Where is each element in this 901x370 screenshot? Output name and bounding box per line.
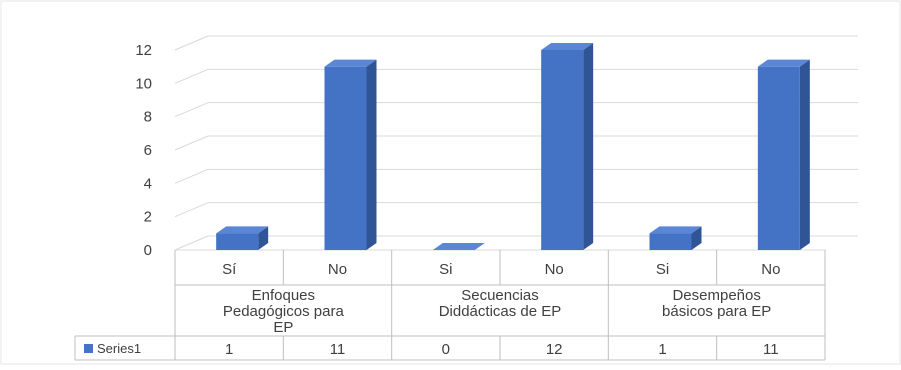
gridline-side xyxy=(174,168,209,184)
y-tick-label: 4 xyxy=(144,175,152,192)
y-tick-label: 6 xyxy=(144,142,152,159)
group-label: básicos para EP xyxy=(662,303,771,320)
x-tick-label: No xyxy=(328,261,347,278)
bar-top xyxy=(649,226,702,234)
data-table-value: 12 xyxy=(546,341,563,358)
bar-side xyxy=(799,59,810,250)
bar xyxy=(757,66,800,251)
y-tick-label: 0 xyxy=(144,242,152,259)
group-label: Pedagógicos para xyxy=(223,303,345,320)
group-label: EP xyxy=(273,319,293,336)
x-tick-label: Si xyxy=(439,261,452,278)
bar-top xyxy=(432,243,485,250)
legend-series-name: Series1 xyxy=(97,341,141,356)
bar xyxy=(541,50,584,250)
group-label: Enfoques xyxy=(252,287,315,304)
x-tick-label: No xyxy=(545,261,564,278)
bar-side xyxy=(366,59,377,250)
y-tick-label: 2 xyxy=(144,209,152,226)
x-tick-label: Sí xyxy=(222,261,237,278)
data-table-value: 1 xyxy=(658,341,666,358)
data-table-value: 11 xyxy=(763,341,779,358)
group-label: Desempeños xyxy=(672,287,760,304)
bar-top xyxy=(757,59,810,67)
bar xyxy=(649,233,692,250)
bar xyxy=(216,233,259,250)
y-tick-label: 10 xyxy=(135,75,152,92)
bar-side xyxy=(258,226,269,250)
bar-top xyxy=(541,43,594,50)
bar-top xyxy=(216,226,269,234)
data-table-value: 0 xyxy=(442,341,450,358)
y-tick-label: 8 xyxy=(144,109,152,126)
data-table-value: 11 xyxy=(330,341,346,358)
group-label: Diddácticas de EP xyxy=(439,303,562,320)
bar-side xyxy=(691,226,702,250)
gridline-side xyxy=(174,35,209,51)
x-tick-label: No xyxy=(761,261,780,278)
x-tick-label: Si xyxy=(656,261,669,278)
gridline-side xyxy=(174,135,209,151)
bar-side xyxy=(583,43,594,250)
gridline-side xyxy=(174,235,209,251)
y-tick-label: 12 xyxy=(135,42,152,59)
legend-swatch xyxy=(84,344,93,353)
group-label: Secuencias xyxy=(461,287,539,304)
gridline-side xyxy=(174,68,209,84)
bar-top xyxy=(324,59,377,67)
data-table-value: 1 xyxy=(225,341,233,358)
gridline-side xyxy=(174,202,209,218)
bar xyxy=(324,66,367,251)
gridline-side xyxy=(174,102,209,118)
